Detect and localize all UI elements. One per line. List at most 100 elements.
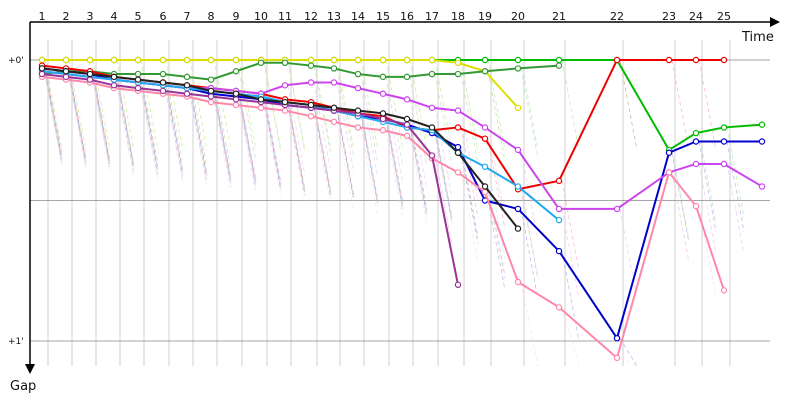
data-point bbox=[86, 70, 94, 78]
pit-guide-line bbox=[487, 127, 506, 218]
data-point bbox=[514, 278, 522, 286]
data-point bbox=[330, 65, 338, 72]
pit-guide-line bbox=[460, 110, 479, 201]
pit-guide-line bbox=[92, 73, 111, 165]
pit-guide-line bbox=[487, 200, 506, 291]
pit-guide-line bbox=[385, 121, 404, 212]
pit-guide-line bbox=[336, 121, 355, 212]
data-point bbox=[720, 124, 728, 131]
pit-guide-line bbox=[92, 79, 111, 170]
data-point bbox=[207, 87, 215, 95]
data-point bbox=[692, 202, 700, 210]
pit-guide-line bbox=[68, 68, 87, 159]
pit-guide-line bbox=[561, 59, 580, 151]
pit-guide-line bbox=[434, 130, 453, 221]
pit-guide-line bbox=[189, 96, 208, 187]
pit-guide-line bbox=[520, 59, 539, 151]
data-point bbox=[159, 79, 167, 86]
data-point bbox=[692, 138, 700, 145]
data-point bbox=[307, 101, 315, 109]
data-point bbox=[354, 124, 362, 131]
pit-guide-line bbox=[287, 99, 306, 190]
pit-guide-line bbox=[726, 163, 745, 255]
data-point bbox=[257, 96, 265, 103]
data-point bbox=[428, 104, 436, 111]
pit-guide-line bbox=[434, 132, 453, 224]
series-group bbox=[38, 56, 522, 111]
data-point bbox=[555, 56, 563, 64]
data-point bbox=[514, 146, 522, 154]
pit-guide-line bbox=[520, 68, 539, 159]
data-point bbox=[428, 152, 436, 159]
data-point bbox=[379, 73, 387, 81]
pit-guide-line bbox=[238, 93, 257, 184]
lap-tick-label: 15 bbox=[376, 10, 390, 23]
data-point bbox=[514, 56, 522, 64]
guide-lines bbox=[44, 59, 745, 367]
data-point bbox=[134, 76, 142, 83]
pit-guide-line bbox=[619, 208, 638, 300]
data-point bbox=[454, 107, 462, 114]
pit-guide-line bbox=[165, 73, 184, 165]
pit-guide-line bbox=[520, 208, 539, 300]
data-point bbox=[454, 281, 462, 288]
pit-guide-line bbox=[409, 124, 428, 215]
pit-guide-line bbox=[360, 88, 379, 179]
pit-guide-line bbox=[140, 79, 159, 170]
pit-guide-line bbox=[671, 172, 690, 263]
pit-guide-line bbox=[213, 90, 232, 181]
pit-guide-line bbox=[213, 102, 232, 193]
lap-tick-label: 6 bbox=[160, 10, 167, 23]
pit-guide-line bbox=[336, 59, 355, 151]
data-point bbox=[307, 62, 315, 69]
pit-guide-line bbox=[385, 118, 404, 210]
data-point bbox=[379, 56, 387, 64]
data-point bbox=[38, 70, 46, 78]
pit-guide-line bbox=[238, 104, 257, 196]
pit-guide-line bbox=[238, 96, 257, 187]
data-point bbox=[110, 73, 118, 81]
pit-guide-line bbox=[520, 281, 539, 367]
pit-guide-line bbox=[44, 68, 63, 159]
data-point bbox=[454, 124, 462, 131]
series-layer bbox=[38, 56, 766, 362]
pit-guide-line bbox=[116, 88, 135, 179]
pit-guide-line bbox=[460, 127, 479, 218]
pit-guide-line bbox=[313, 116, 332, 207]
data-point bbox=[403, 73, 411, 81]
pit-guide-line bbox=[263, 62, 282, 153]
data-point bbox=[481, 124, 489, 131]
data-point bbox=[692, 160, 700, 168]
pit-guide-line bbox=[189, 59, 208, 151]
pit-guide-line bbox=[385, 130, 404, 221]
data-point bbox=[307, 112, 315, 120]
data-point bbox=[555, 205, 563, 213]
pit-guide-line bbox=[68, 73, 87, 165]
pit-guide-line bbox=[116, 79, 135, 170]
lap-tick-label: 21 bbox=[552, 10, 566, 23]
pit-guide-line bbox=[619, 337, 638, 367]
pit-guide-line bbox=[165, 93, 184, 184]
pit-guide-line bbox=[698, 163, 717, 255]
pit-guide-line bbox=[68, 76, 87, 167]
series-group bbox=[38, 70, 462, 288]
pit-guide-line bbox=[336, 82, 355, 173]
data-point bbox=[86, 56, 94, 64]
pit-guide-line bbox=[460, 172, 479, 263]
data-point bbox=[403, 96, 411, 103]
data-point bbox=[207, 76, 215, 83]
data-point bbox=[62, 73, 70, 81]
data-point bbox=[454, 149, 462, 156]
pit-guide-line bbox=[460, 73, 479, 165]
pit-guide-line bbox=[561, 180, 580, 271]
pit-guide-line bbox=[619, 357, 638, 367]
pit-guide-line bbox=[520, 189, 539, 280]
lap-tick-label: 3 bbox=[87, 10, 94, 23]
data-point bbox=[159, 56, 167, 64]
pit-guide-line bbox=[698, 132, 717, 224]
data-point bbox=[403, 132, 411, 140]
data-point bbox=[38, 56, 46, 64]
lap-tick-labels: 1 2 3 4 5 6 7 8 9 10 11 12 13 14 15 16 17 18 19 20 21 22 23 24 2… bbox=[39, 10, 732, 23]
pit-guide-line bbox=[434, 107, 453, 198]
